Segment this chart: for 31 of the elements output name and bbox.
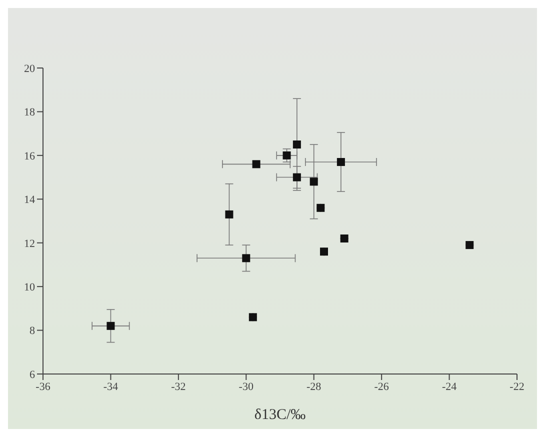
point [292, 140, 301, 148]
point [252, 160, 260, 168]
point [225, 210, 234, 218]
point [340, 234, 348, 242]
y-tick-label: 6 [30, 368, 36, 381]
point [292, 173, 301, 182]
point [466, 241, 474, 250]
y-tick-label: 18 [24, 106, 36, 119]
x-tick-label: -26 [374, 380, 390, 393]
point [336, 158, 345, 166]
point [106, 322, 115, 330]
x-tick-label: -32 [171, 380, 186, 393]
x-tick-label: -22 [510, 380, 524, 393]
y-tick-label: 8 [30, 325, 36, 338]
x-tick-label: -34 [103, 380, 119, 393]
point [320, 248, 328, 256]
point [282, 151, 291, 160]
y-tick-label: 16 [24, 150, 36, 162]
x-tick-label: -24 [442, 380, 458, 393]
point [316, 204, 325, 212]
y-tick-label: 12 [24, 238, 35, 250]
y-tick-label: 14 [24, 194, 36, 206]
point [248, 313, 257, 322]
x-tick-label: -36 [36, 380, 51, 393]
x-tick-label: -30 [238, 380, 254, 393]
point [310, 178, 318, 186]
point [242, 254, 250, 262]
x-tick-label: -28 [306, 380, 322, 393]
y-tick-label: 10 [24, 281, 36, 294]
y-tick-label: 20 [24, 62, 36, 75]
x-axis-title: δ13C/‰ [254, 407, 306, 423]
